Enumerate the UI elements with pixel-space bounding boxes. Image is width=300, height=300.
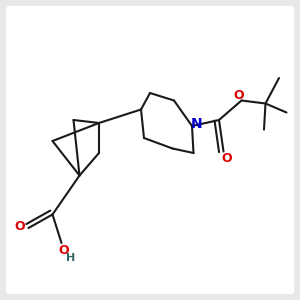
Text: O: O bbox=[233, 88, 244, 102]
Text: O: O bbox=[14, 220, 25, 233]
Text: H: H bbox=[67, 253, 76, 263]
Text: O: O bbox=[58, 244, 69, 257]
FancyBboxPatch shape bbox=[6, 6, 294, 294]
Text: N: N bbox=[190, 117, 202, 130]
Text: O: O bbox=[221, 152, 232, 165]
